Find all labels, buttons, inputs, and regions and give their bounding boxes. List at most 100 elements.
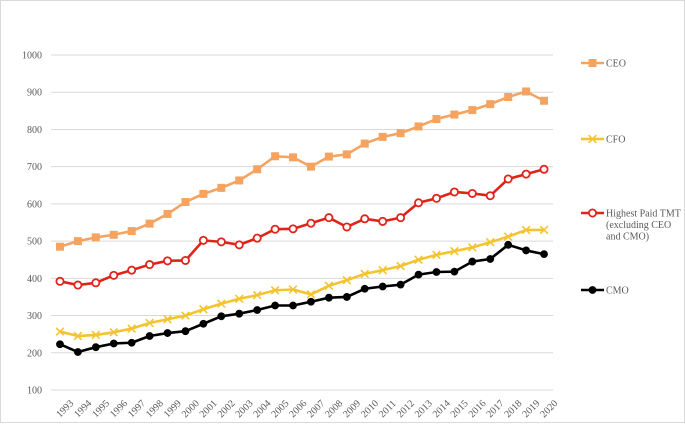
x-tick-label-2012: 2012 [395,398,417,420]
series-1-point-1998 [145,318,154,328]
y-tick-label-1000: 1000 [22,51,42,62]
series-1-point-2013-stroke-b [414,255,423,265]
series-0-point-2012 [396,129,405,138]
series-2-point-2020 [539,164,549,174]
series-2-point-2018 [503,174,513,184]
series-2-line [59,168,545,287]
series-3-point-2020 [540,250,548,259]
legend-label-2-line-0: Highest Paid TMT [606,209,681,220]
series-1-point-1993 [55,327,65,336]
series-1-point-1994 [73,331,83,341]
series-3-point-1998 [145,332,154,340]
series-2-point-2006 [288,224,298,234]
series-2-point-1999 [163,256,173,266]
series-0-point-2014 [432,115,441,124]
series-2-point-2019 [521,169,531,179]
series-1-point-2019-stroke-b [521,225,531,235]
series-1-point-2010 [360,269,370,279]
series-1-point-2020 [539,225,549,235]
x-tick-label-2001: 2001 [198,398,220,420]
series-1-point-2020-stroke-b [539,225,549,235]
series-1-point-2018-stroke-b [503,232,513,242]
series-2-point-2002 [216,237,226,247]
series-0-point-2020 [540,96,549,105]
x-tick-label-2007: 2007 [305,398,327,420]
legend-swatch-marker-3 [588,286,597,294]
x-tick-label-2005: 2005 [269,398,291,420]
series-0-point-1994 [73,237,82,246]
series-1-point-2009 [342,275,352,285]
series-3-point-2018 [504,240,513,249]
series-0-point-1998 [145,219,154,228]
series-2-point-2009 [342,222,352,232]
x-tick-label-1995: 1995 [90,398,112,420]
series-1-point-2007-stroke-b [306,289,316,299]
x-tick-label-2017: 2017 [485,398,507,420]
legend-swatch-marker-1 [588,134,597,144]
legend-item-1: CFO [581,135,625,146]
series-3-point-2002 [217,312,226,321]
series-1-point-1996-stroke-b [109,327,119,337]
series-3-point-2005 [271,301,280,310]
legend-label-3-line-0: CMO [606,286,629,297]
x-tick-label-1996: 1996 [108,398,130,420]
series-2-point-2007 [306,218,316,228]
series-1-point-1996 [109,327,119,337]
series-2-point-2013 [414,198,424,208]
series-0-point-2000 [181,198,190,207]
series-3-point-2003 [235,309,244,318]
x-tick-label-1997: 1997 [126,398,148,420]
x-tick-label-1994: 1994 [72,398,94,420]
x-tick-label-2014: 2014 [431,398,453,420]
series-0-point-2004 [253,165,262,174]
series-1-point-2012-stroke-b [396,261,405,271]
y-tick-label-300: 300 [27,311,42,322]
series-3-point-1993 [56,340,64,349]
series-1-point-2011 [378,265,388,275]
y-tick-label-600: 600 [27,199,42,210]
x-tick-label-2020: 2020 [538,398,560,420]
series-1-point-2003 [234,294,244,304]
y-tick-label-700: 700 [27,162,42,173]
y-tick-labels: 100 200 300 400 500 600 700 800 900 1000 [22,51,42,397]
series-3-point-2012 [396,280,405,289]
x-tick-label-2016: 2016 [467,398,489,420]
legend-label-0-line-0: CEO [606,59,626,70]
x-tick-label-2015: 2015 [449,398,471,420]
series-1-point-2018 [503,232,513,242]
series-2-point-2016 [467,188,477,198]
series-2-point-2008 [324,213,334,223]
x-tick-labels: 1993199419951996199719981999200020012002… [54,398,560,420]
series-3-point-1995 [91,343,100,352]
series-1-point-2005-stroke-b [270,285,280,295]
legend-swatch-marker-1-stroke-b [588,134,597,144]
x-tick-label-2013: 2013 [413,398,435,420]
series-2-point-2010 [360,214,370,224]
series-0-point-2009 [342,150,351,159]
series-1-point-1999-stroke-b [163,314,172,324]
series-1-point-1997 [127,324,137,333]
x-tick-label-2010: 2010 [359,398,381,420]
series-1-point-2012 [396,261,405,271]
series-0-point-2008 [324,152,333,161]
y-gridlines [51,54,553,391]
y-tick-label-200: 200 [27,348,42,359]
series-3-point-2017 [486,255,495,263]
series-1-point-1999 [163,314,172,324]
legend-item-3: CMO [581,286,629,297]
series-0-point-1999 [163,209,172,218]
series-0-point-2001 [199,189,208,198]
series-2-point-1993 [55,276,65,286]
series-3-point-2001 [199,319,208,328]
y-tick-label-800: 800 [27,125,42,136]
series-0-point-2011 [378,132,387,141]
series-0-point-1993 [55,242,64,251]
series-3-point-2019 [522,246,531,255]
series-3-point-1997 [127,338,136,347]
series-2-point-2001 [198,235,208,245]
series-0-point-2005 [271,152,280,161]
series-3-point-2015 [450,267,459,276]
legend-swatch-marker-0 [588,59,597,67]
x-tick-label-1998: 1998 [144,398,166,420]
series-3-point-2007 [307,297,315,306]
